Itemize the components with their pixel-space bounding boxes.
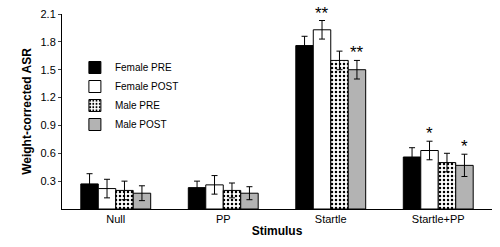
svg-text:Null: Null	[106, 213, 125, 225]
svg-text:Male PRE: Male PRE	[115, 100, 160, 111]
svg-text:2.1: 2.1	[41, 8, 56, 20]
svg-text:PP: PP	[216, 213, 231, 225]
svg-text:**: **	[315, 4, 329, 23]
svg-text:1.5: 1.5	[41, 64, 56, 76]
svg-text:0.3: 0.3	[41, 175, 56, 187]
svg-text:Stimulus: Stimulus	[252, 224, 303, 238]
svg-text:Startle: Startle	[315, 213, 347, 225]
svg-text:0.6: 0.6	[41, 147, 56, 159]
svg-text:Male POST: Male POST	[115, 119, 167, 130]
svg-text:*: *	[426, 124, 433, 143]
svg-text:1.2: 1.2	[41, 91, 56, 103]
svg-text:Startle+PP: Startle+PP	[412, 213, 465, 225]
svg-text:Female POST: Female POST	[115, 81, 178, 92]
svg-text:1.8: 1.8	[41, 36, 56, 48]
svg-text:**: **	[350, 43, 364, 62]
svg-text:Weight-corrected ASR: Weight-corrected ASR	[20, 48, 34, 175]
svg-text:*: *	[461, 137, 468, 156]
svg-text:Female PRE: Female PRE	[115, 62, 172, 73]
svg-text:0.9: 0.9	[41, 119, 56, 131]
